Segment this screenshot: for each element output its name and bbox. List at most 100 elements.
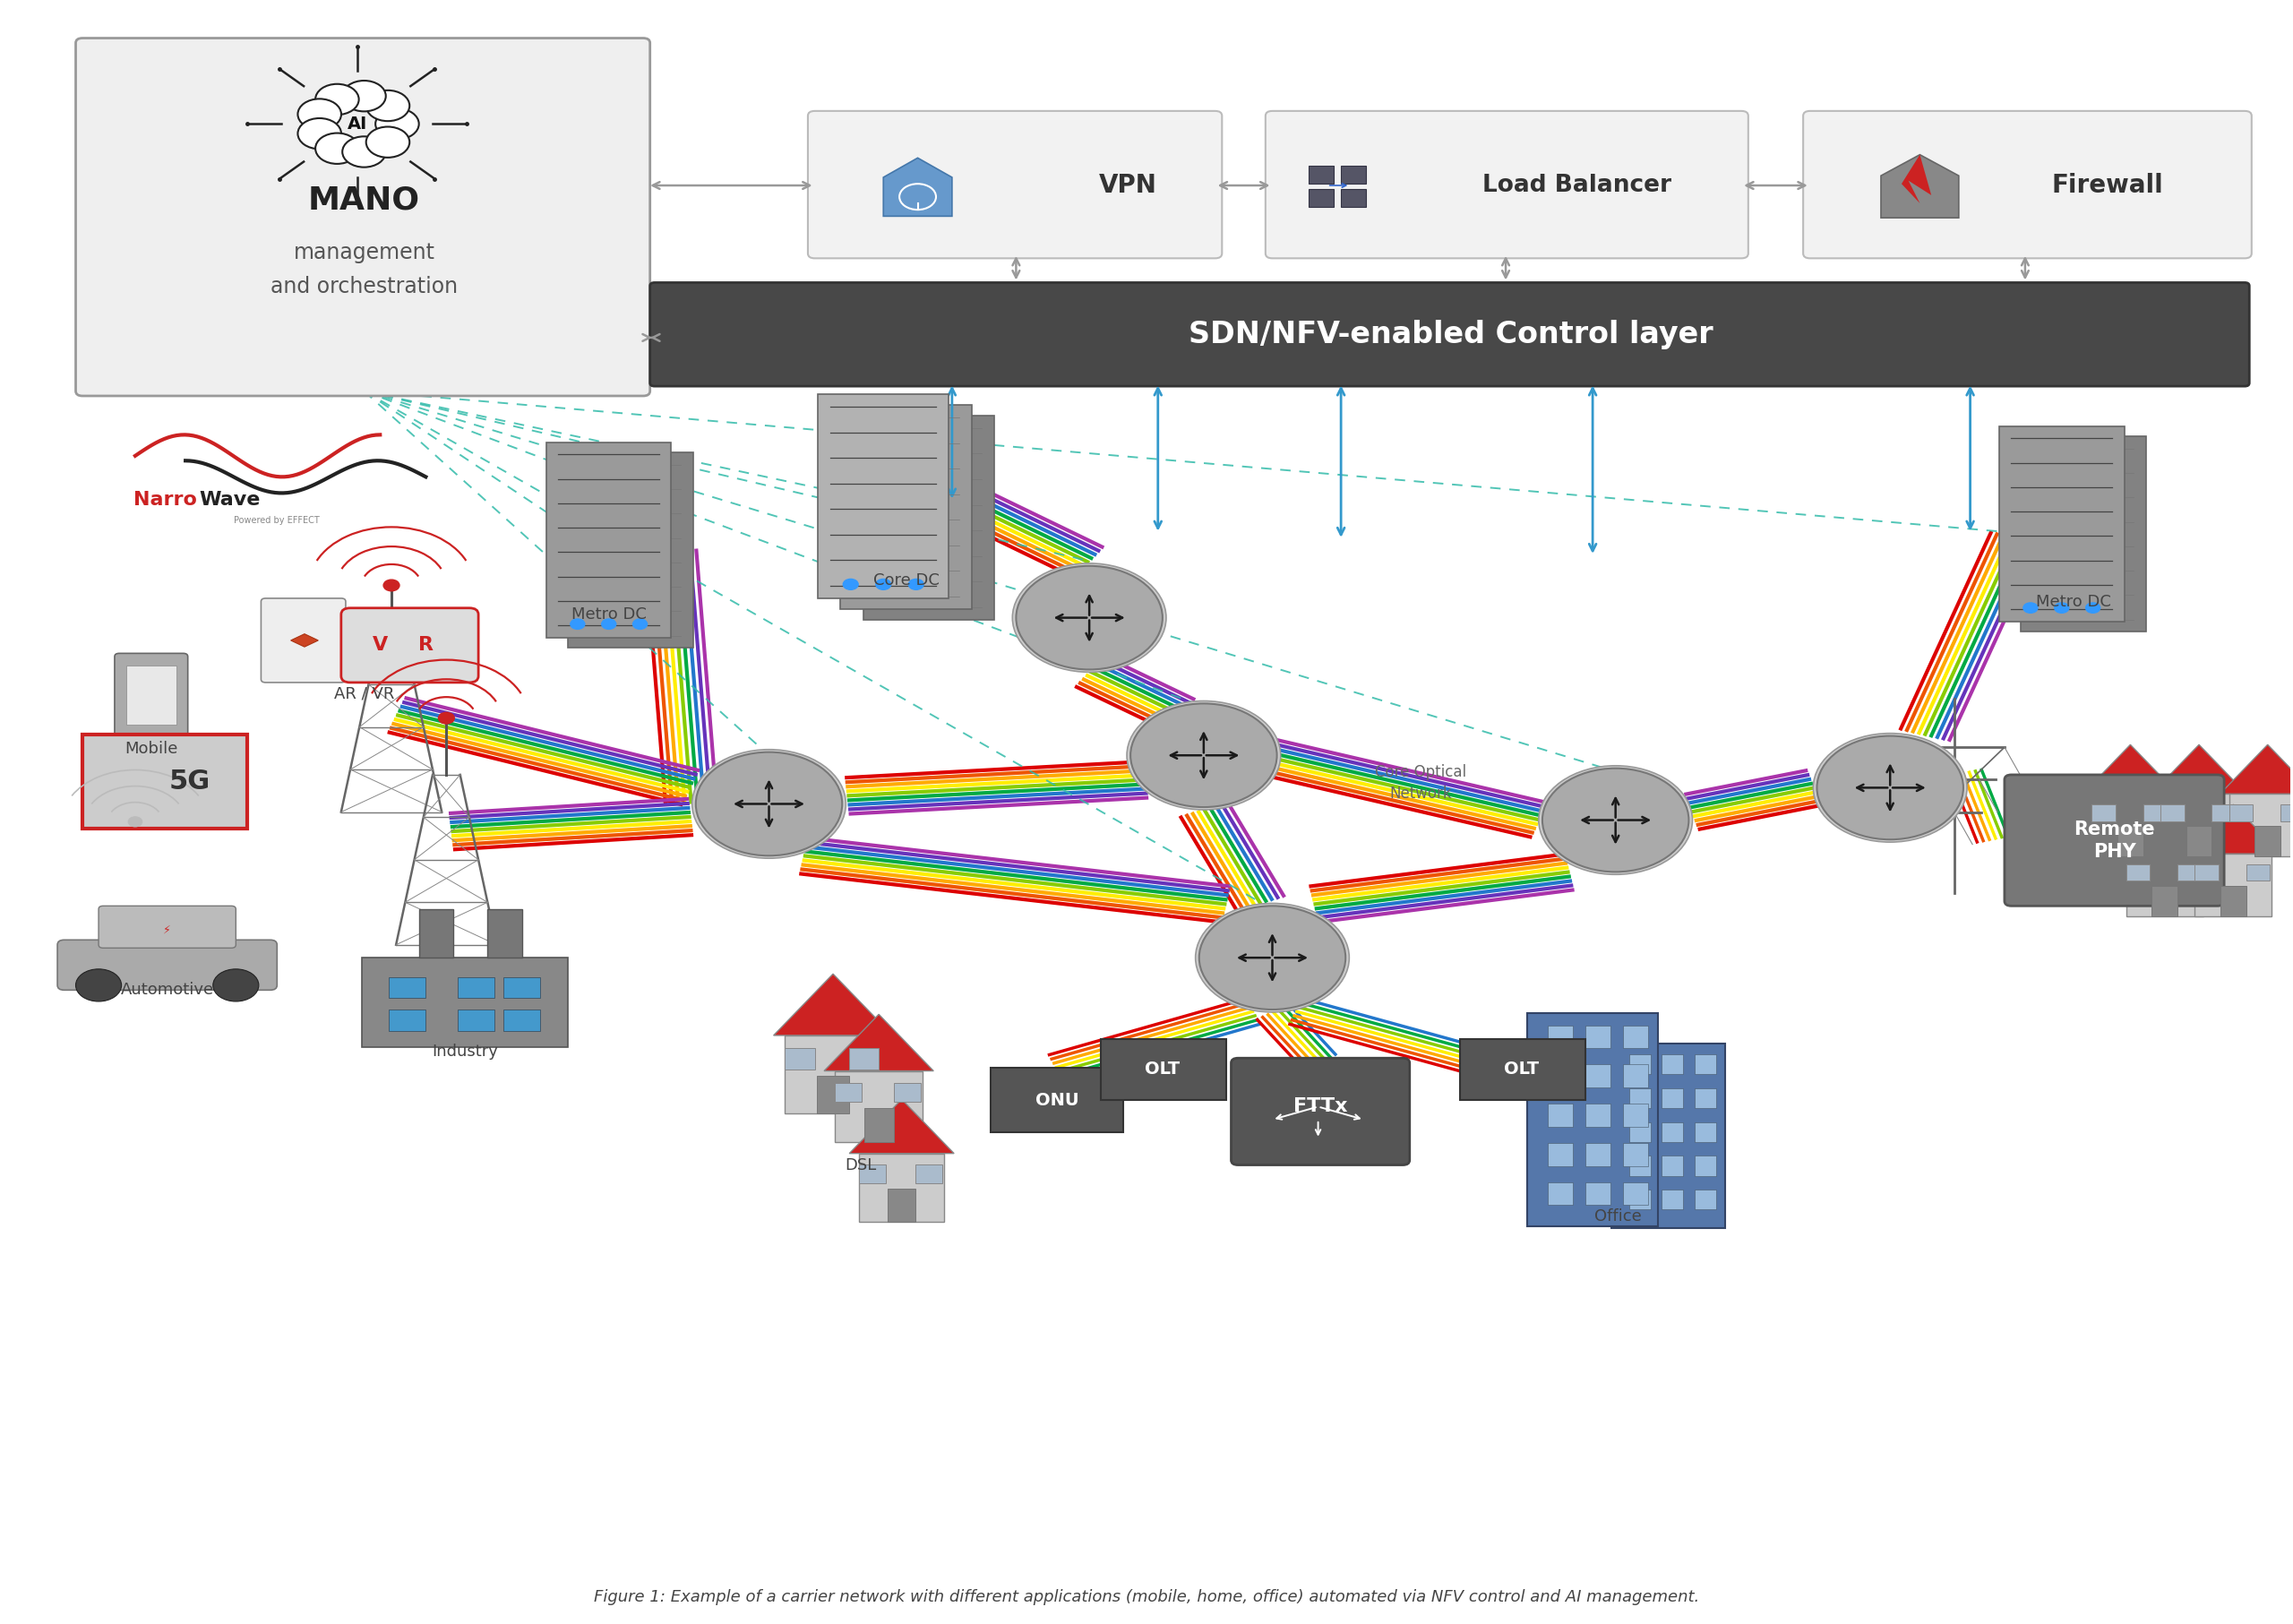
Circle shape: [376, 109, 420, 140]
FancyBboxPatch shape: [915, 1164, 942, 1184]
FancyBboxPatch shape: [2126, 854, 2204, 916]
FancyBboxPatch shape: [1999, 425, 2123, 622]
FancyBboxPatch shape: [1266, 110, 1747, 258]
FancyBboxPatch shape: [2151, 887, 2178, 916]
Text: R: R: [417, 637, 433, 654]
Circle shape: [844, 580, 858, 590]
FancyBboxPatch shape: [459, 1010, 495, 1031]
FancyBboxPatch shape: [1695, 1190, 1715, 1210]
FancyBboxPatch shape: [569, 453, 692, 648]
Text: Industry: Industry: [431, 1044, 498, 1060]
FancyBboxPatch shape: [2282, 804, 2293, 822]
FancyBboxPatch shape: [459, 978, 495, 999]
Circle shape: [2022, 603, 2038, 612]
Polygon shape: [773, 974, 892, 1036]
FancyBboxPatch shape: [261, 598, 346, 682]
Circle shape: [367, 127, 410, 158]
FancyBboxPatch shape: [1628, 1054, 1651, 1075]
Circle shape: [2087, 603, 2100, 612]
FancyBboxPatch shape: [1628, 1190, 1651, 1210]
Circle shape: [695, 752, 842, 856]
FancyBboxPatch shape: [390, 1010, 426, 1031]
FancyBboxPatch shape: [1695, 1054, 1715, 1075]
FancyBboxPatch shape: [816, 1077, 848, 1112]
FancyBboxPatch shape: [420, 909, 454, 958]
FancyBboxPatch shape: [1461, 1039, 1587, 1099]
FancyBboxPatch shape: [2229, 804, 2254, 822]
FancyBboxPatch shape: [1548, 1182, 1573, 1205]
FancyBboxPatch shape: [1309, 166, 1335, 184]
Circle shape: [342, 81, 385, 112]
FancyBboxPatch shape: [1628, 1156, 1651, 1176]
FancyBboxPatch shape: [2229, 794, 2293, 856]
Polygon shape: [883, 158, 952, 216]
Circle shape: [2055, 603, 2068, 612]
FancyBboxPatch shape: [1584, 1025, 1610, 1049]
Text: Automotive: Automotive: [122, 983, 213, 999]
Text: OLT: OLT: [1504, 1060, 1539, 1078]
Circle shape: [1014, 564, 1167, 672]
FancyBboxPatch shape: [2160, 804, 2185, 822]
Polygon shape: [1901, 154, 1931, 203]
Text: Load Balancer: Load Balancer: [1481, 174, 1672, 197]
FancyBboxPatch shape: [99, 906, 236, 948]
FancyBboxPatch shape: [362, 958, 569, 1047]
Circle shape: [1195, 903, 1348, 1012]
Circle shape: [438, 713, 454, 724]
Text: VPN: VPN: [1098, 172, 1158, 198]
Text: Core Optical
Network: Core Optical Network: [1376, 765, 1468, 802]
Polygon shape: [2082, 745, 2178, 794]
Polygon shape: [823, 1015, 933, 1070]
FancyBboxPatch shape: [1695, 1122, 1715, 1142]
Circle shape: [383, 580, 399, 591]
FancyBboxPatch shape: [2185, 827, 2213, 856]
FancyBboxPatch shape: [1662, 1190, 1683, 1210]
Circle shape: [601, 619, 617, 628]
FancyBboxPatch shape: [115, 653, 188, 744]
FancyBboxPatch shape: [1623, 1143, 1649, 1166]
Circle shape: [213, 970, 259, 1002]
Circle shape: [76, 970, 122, 1002]
Text: Office: Office: [1594, 1208, 1642, 1224]
FancyBboxPatch shape: [1309, 188, 1335, 206]
FancyBboxPatch shape: [1662, 1088, 1683, 1108]
FancyBboxPatch shape: [390, 978, 426, 999]
FancyBboxPatch shape: [1548, 1064, 1573, 1088]
Circle shape: [571, 619, 585, 628]
FancyBboxPatch shape: [1628, 1088, 1651, 1108]
FancyBboxPatch shape: [76, 37, 649, 396]
FancyBboxPatch shape: [807, 110, 1222, 258]
Polygon shape: [291, 633, 319, 646]
FancyBboxPatch shape: [1623, 1182, 1649, 1205]
FancyBboxPatch shape: [1662, 1122, 1683, 1142]
FancyBboxPatch shape: [1548, 1025, 1573, 1049]
Circle shape: [316, 84, 358, 115]
FancyBboxPatch shape: [887, 1189, 915, 1221]
Text: AI: AI: [346, 115, 367, 133]
Circle shape: [876, 580, 892, 590]
FancyBboxPatch shape: [1584, 1064, 1610, 1088]
FancyBboxPatch shape: [835, 1070, 924, 1142]
Circle shape: [633, 619, 647, 628]
Circle shape: [316, 133, 358, 164]
FancyBboxPatch shape: [83, 734, 248, 828]
FancyBboxPatch shape: [2194, 854, 2272, 916]
FancyBboxPatch shape: [894, 1083, 922, 1103]
Text: OLT: OLT: [1144, 1060, 1181, 1078]
Text: Firewall: Firewall: [2052, 172, 2162, 198]
FancyBboxPatch shape: [504, 978, 541, 999]
FancyBboxPatch shape: [1695, 1156, 1715, 1176]
FancyBboxPatch shape: [2004, 775, 2224, 906]
FancyBboxPatch shape: [848, 1049, 878, 1070]
FancyBboxPatch shape: [1695, 1088, 1715, 1108]
Circle shape: [342, 136, 385, 167]
FancyBboxPatch shape: [835, 1083, 862, 1103]
FancyBboxPatch shape: [1628, 1122, 1651, 1142]
Text: Metro DC: Metro DC: [571, 606, 647, 622]
Text: ONU: ONU: [1036, 1091, 1080, 1109]
Text: DSL: DSL: [844, 1156, 876, 1173]
Text: Remote
PHY: Remote PHY: [2073, 820, 2155, 861]
FancyBboxPatch shape: [2091, 794, 2169, 856]
Text: Metro DC: Metro DC: [2036, 593, 2112, 609]
FancyBboxPatch shape: [1584, 1143, 1610, 1166]
